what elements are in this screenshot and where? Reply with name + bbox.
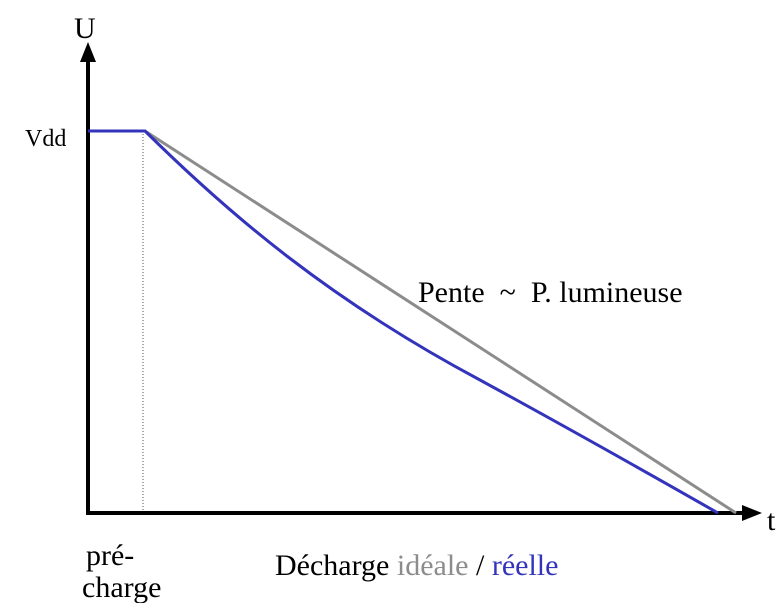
x-axis-arrow [742, 505, 762, 521]
precharge-label: charge [82, 571, 161, 603]
vdd-label: Vdd [25, 126, 66, 152]
legend-ideal: idéale [397, 549, 469, 582]
y-axis-label: U [74, 12, 96, 45]
ideal-discharge [144, 129, 737, 515]
legend: Décharge idéale / réelle [275, 549, 558, 582]
real-discharge [143, 129, 719, 515]
precharge-label: pré- [86, 539, 134, 572]
x-axis-label: t [767, 504, 776, 537]
y-axis-arrow [80, 42, 96, 62]
legend-separator: / [476, 549, 485, 582]
legend-prefix: Décharge [275, 549, 389, 582]
slope-annotation: Pente ~ P. lumineuse [418, 276, 683, 309]
legend-real: réelle [492, 549, 559, 582]
